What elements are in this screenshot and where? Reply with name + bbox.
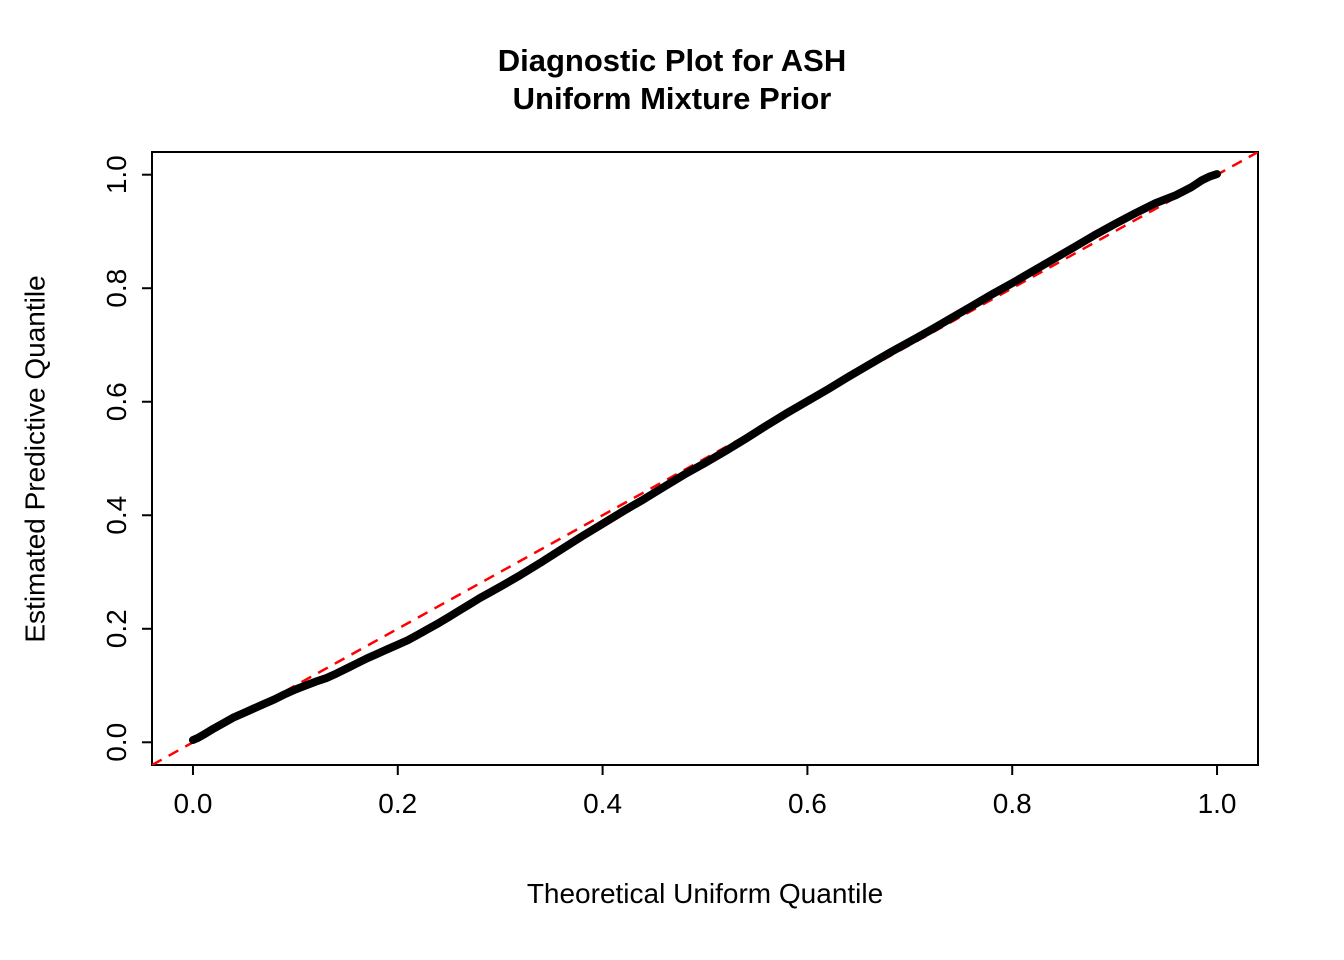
- quantile-data-curve: [189, 170, 1221, 744]
- y-tick-label: 1.0: [101, 155, 132, 194]
- x-tick-label: 0.0: [173, 788, 212, 819]
- y-axis-label-container: Estimated Predictive Quantile: [14, 152, 58, 765]
- y-tick-label: 0.0: [101, 723, 132, 762]
- x-tick-label: 0.6: [788, 788, 827, 819]
- plot-title: Diagnostic Plot for ASH Uniform Mixture …: [0, 42, 1344, 118]
- plot-title-line1: Diagnostic Plot for ASH: [497, 43, 847, 78]
- x-axis-label: Theoretical Uniform Quantile: [526, 878, 884, 909]
- y-axis-label: Estimated Predictive Quantile: [20, 274, 51, 643]
- plot-border-box: [151, 151, 1259, 766]
- x-tick-label: 0.8: [993, 788, 1032, 819]
- y-tick-label: 0.2: [101, 609, 132, 648]
- plot-title-line2: Uniform Mixture Prior: [512, 81, 832, 116]
- y-tick-label: 0.6: [101, 382, 132, 421]
- y-tick-label: 0.8: [101, 269, 132, 308]
- y-tick-label: 0.4: [101, 496, 132, 535]
- x-tick-label: 0.4: [583, 788, 622, 819]
- x-tick-label: 0.2: [378, 788, 417, 819]
- x-tick-label: 1.0: [1198, 788, 1237, 819]
